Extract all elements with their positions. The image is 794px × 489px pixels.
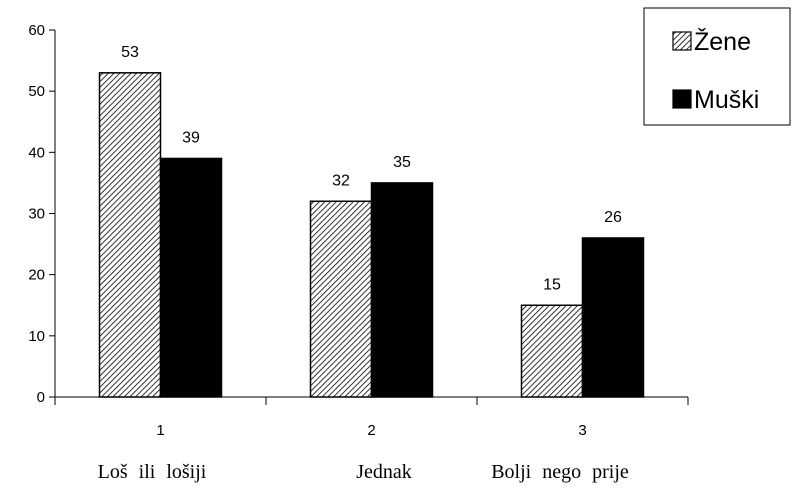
y-tick-label: 60	[28, 22, 45, 39]
y-tick-label: 30	[28, 206, 45, 223]
y-tick-label: 0	[37, 389, 45, 406]
axes: 0 10 20 30 40 50 60 1 2 3 Loš ili lošiji Jednak Bolj…	[28, 22, 689, 483]
data-label: 35	[393, 154, 411, 171]
data-label: 39	[182, 129, 200, 146]
bar	[370, 182, 434, 398]
data-label: 32	[332, 172, 350, 189]
bar	[159, 157, 223, 398]
category-description: Jednak	[356, 461, 412, 483]
legend-swatch	[672, 31, 692, 51]
y-tick-label: 20	[28, 267, 45, 284]
bar	[309, 200, 373, 398]
legend-label: Žene	[694, 27, 751, 56]
x-tick-label: 2	[367, 422, 375, 439]
data-labels: 53 39 32 35 15 26	[121, 44, 622, 293]
y-tick-label: 40	[28, 144, 45, 161]
legend-box	[643, 7, 791, 126]
data-label: 26	[604, 209, 622, 226]
y-tick-label: 10	[28, 328, 45, 345]
bars	[98, 72, 645, 398]
x-tick-label: 1	[156, 422, 164, 439]
x-tick-label: 3	[578, 422, 586, 439]
legend-swatch	[672, 89, 692, 109]
y-tick-label: 50	[28, 83, 45, 100]
data-label: 53	[121, 44, 139, 61]
data-label: 15	[543, 276, 561, 293]
bar	[581, 237, 645, 398]
bar	[520, 304, 584, 398]
legend-label: Muški	[694, 86, 759, 114]
legend: Žene Muški	[643, 7, 791, 126]
bar	[98, 72, 162, 398]
category-description: Bolji nego prije	[491, 461, 629, 483]
category-description: Loš ili lošiji	[98, 461, 207, 483]
